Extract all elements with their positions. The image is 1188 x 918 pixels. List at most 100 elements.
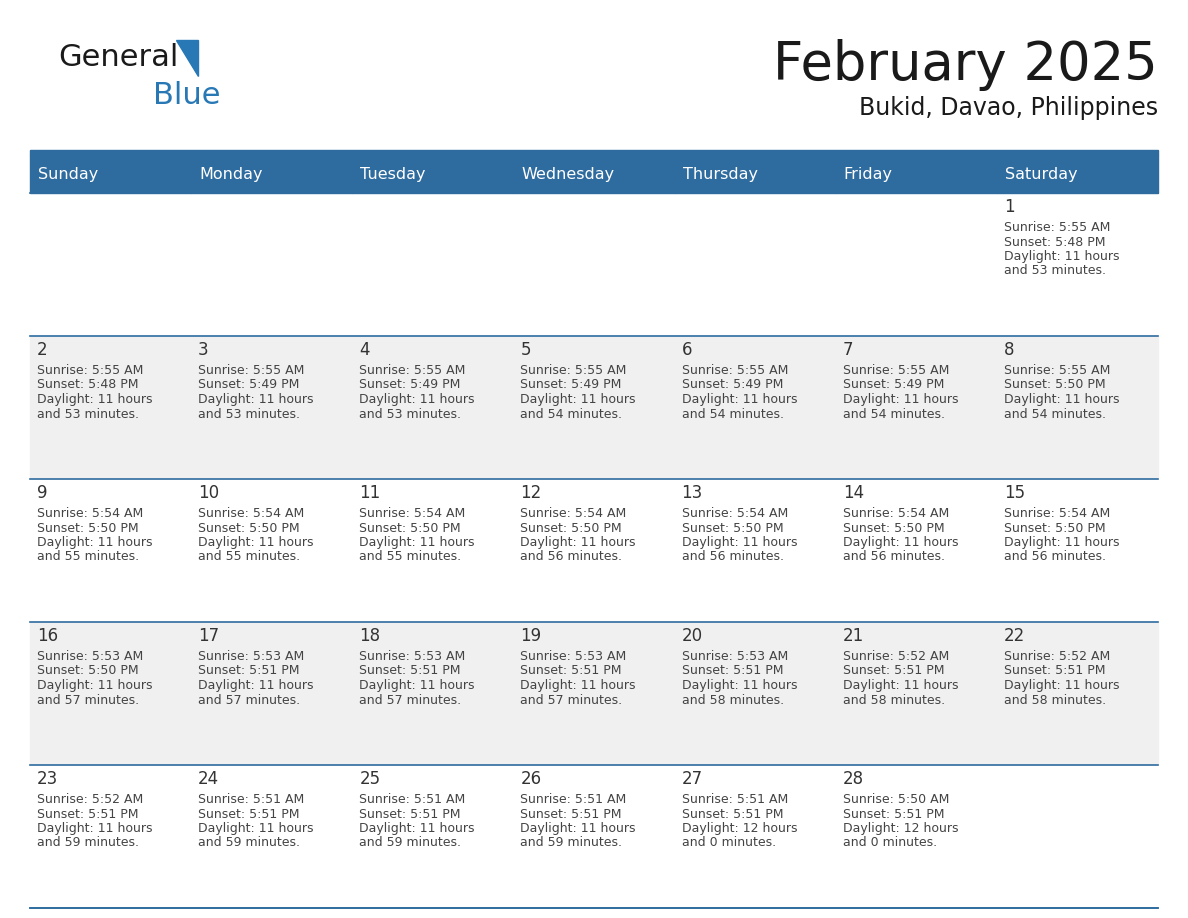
Text: and 54 minutes.: and 54 minutes. — [1004, 408, 1106, 420]
Text: Daylight: 12 hours: Daylight: 12 hours — [842, 822, 959, 835]
Text: Daylight: 11 hours: Daylight: 11 hours — [520, 822, 636, 835]
Text: and 53 minutes.: and 53 minutes. — [359, 408, 461, 420]
Text: 1: 1 — [1004, 198, 1015, 216]
Text: 19: 19 — [520, 627, 542, 645]
Text: 8: 8 — [1004, 341, 1015, 359]
Text: and 55 minutes.: and 55 minutes. — [359, 551, 461, 564]
Text: Tuesday: Tuesday — [360, 166, 425, 182]
Text: Daylight: 11 hours: Daylight: 11 hours — [198, 393, 314, 406]
Text: 27: 27 — [682, 770, 702, 788]
Text: and 0 minutes.: and 0 minutes. — [842, 836, 937, 849]
Bar — [997, 155, 1158, 193]
Text: Sunrise: 5:53 AM: Sunrise: 5:53 AM — [682, 650, 788, 663]
Bar — [353, 622, 513, 765]
Text: and 58 minutes.: and 58 minutes. — [842, 693, 944, 707]
Text: Daylight: 11 hours: Daylight: 11 hours — [198, 536, 314, 549]
Bar — [675, 765, 835, 908]
Text: Sunrise: 5:53 AM: Sunrise: 5:53 AM — [37, 650, 144, 663]
Bar — [513, 765, 675, 908]
Text: Sunrise: 5:51 AM: Sunrise: 5:51 AM — [359, 793, 466, 806]
Text: Sunset: 5:51 PM: Sunset: 5:51 PM — [842, 665, 944, 677]
Text: and 53 minutes.: and 53 minutes. — [1004, 264, 1106, 277]
Text: 28: 28 — [842, 770, 864, 788]
Text: and 53 minutes.: and 53 minutes. — [37, 408, 139, 420]
Text: 9: 9 — [37, 484, 48, 502]
Bar — [191, 765, 353, 908]
Text: 18: 18 — [359, 627, 380, 645]
Text: Sunrise: 5:54 AM: Sunrise: 5:54 AM — [37, 507, 144, 520]
Bar — [30, 150, 1158, 155]
Text: Daylight: 11 hours: Daylight: 11 hours — [682, 536, 797, 549]
Text: and 58 minutes.: and 58 minutes. — [682, 693, 784, 707]
Bar — [191, 479, 353, 622]
Text: Sunset: 5:51 PM: Sunset: 5:51 PM — [37, 808, 139, 821]
Text: Blue: Blue — [153, 82, 221, 110]
Bar — [353, 336, 513, 479]
Text: Daylight: 11 hours: Daylight: 11 hours — [359, 679, 475, 692]
Text: 15: 15 — [1004, 484, 1025, 502]
Text: Daylight: 11 hours: Daylight: 11 hours — [682, 679, 797, 692]
Text: Daylight: 11 hours: Daylight: 11 hours — [1004, 250, 1119, 263]
Text: and 59 minutes.: and 59 minutes. — [37, 836, 139, 849]
Bar — [835, 622, 997, 765]
Text: and 0 minutes.: and 0 minutes. — [682, 836, 776, 849]
Text: Sunrise: 5:54 AM: Sunrise: 5:54 AM — [682, 507, 788, 520]
Text: 5: 5 — [520, 341, 531, 359]
Bar — [675, 193, 835, 336]
Text: Sunrise: 5:55 AM: Sunrise: 5:55 AM — [37, 364, 144, 377]
Text: Sunset: 5:51 PM: Sunset: 5:51 PM — [198, 808, 299, 821]
Text: Daylight: 11 hours: Daylight: 11 hours — [842, 536, 959, 549]
Text: 17: 17 — [198, 627, 220, 645]
Text: Daylight: 11 hours: Daylight: 11 hours — [37, 679, 152, 692]
Bar — [513, 336, 675, 479]
Text: Daylight: 11 hours: Daylight: 11 hours — [359, 822, 475, 835]
Text: and 55 minutes.: and 55 minutes. — [198, 551, 301, 564]
Text: Sunrise: 5:51 AM: Sunrise: 5:51 AM — [682, 793, 788, 806]
Text: Sunrise: 5:55 AM: Sunrise: 5:55 AM — [842, 364, 949, 377]
Bar — [835, 155, 997, 193]
Text: 13: 13 — [682, 484, 703, 502]
Text: 22: 22 — [1004, 627, 1025, 645]
Bar — [353, 155, 513, 193]
Text: Sunset: 5:51 PM: Sunset: 5:51 PM — [682, 808, 783, 821]
Text: Sunrise: 5:51 AM: Sunrise: 5:51 AM — [198, 793, 304, 806]
Bar — [513, 479, 675, 622]
Text: Sunset: 5:50 PM: Sunset: 5:50 PM — [37, 665, 139, 677]
Text: Daylight: 11 hours: Daylight: 11 hours — [37, 822, 152, 835]
Text: Sunrise: 5:54 AM: Sunrise: 5:54 AM — [359, 507, 466, 520]
Text: Sunset: 5:49 PM: Sunset: 5:49 PM — [682, 378, 783, 391]
Text: and 54 minutes.: and 54 minutes. — [842, 408, 944, 420]
Text: Friday: Friday — [843, 166, 892, 182]
Text: and 56 minutes.: and 56 minutes. — [842, 551, 944, 564]
Text: Monday: Monday — [200, 166, 263, 182]
Text: 12: 12 — [520, 484, 542, 502]
Text: 6: 6 — [682, 341, 693, 359]
Text: Sunrise: 5:55 AM: Sunrise: 5:55 AM — [1004, 364, 1111, 377]
Bar — [30, 622, 191, 765]
Text: and 57 minutes.: and 57 minutes. — [198, 693, 301, 707]
Text: Sunrise: 5:54 AM: Sunrise: 5:54 AM — [198, 507, 304, 520]
Text: 23: 23 — [37, 770, 58, 788]
Text: Sunday: Sunday — [38, 166, 99, 182]
Bar — [675, 336, 835, 479]
Text: Sunrise: 5:55 AM: Sunrise: 5:55 AM — [359, 364, 466, 377]
Text: and 57 minutes.: and 57 minutes. — [37, 693, 139, 707]
Bar — [835, 479, 997, 622]
Text: Sunset: 5:49 PM: Sunset: 5:49 PM — [842, 378, 944, 391]
Text: Sunrise: 5:54 AM: Sunrise: 5:54 AM — [1004, 507, 1110, 520]
Text: 3: 3 — [198, 341, 209, 359]
Text: Sunset: 5:51 PM: Sunset: 5:51 PM — [520, 665, 623, 677]
Text: Sunrise: 5:52 AM: Sunrise: 5:52 AM — [1004, 650, 1110, 663]
Text: 2: 2 — [37, 341, 48, 359]
Text: Sunset: 5:49 PM: Sunset: 5:49 PM — [359, 378, 461, 391]
Text: Sunrise: 5:54 AM: Sunrise: 5:54 AM — [842, 507, 949, 520]
Bar — [191, 155, 353, 193]
Text: Sunrise: 5:50 AM: Sunrise: 5:50 AM — [842, 793, 949, 806]
Text: and 56 minutes.: and 56 minutes. — [1004, 551, 1106, 564]
Bar — [30, 479, 191, 622]
Text: Sunrise: 5:53 AM: Sunrise: 5:53 AM — [198, 650, 304, 663]
Text: and 59 minutes.: and 59 minutes. — [520, 836, 623, 849]
Bar — [191, 193, 353, 336]
Text: Daylight: 11 hours: Daylight: 11 hours — [198, 822, 314, 835]
Text: and 59 minutes.: and 59 minutes. — [198, 836, 301, 849]
